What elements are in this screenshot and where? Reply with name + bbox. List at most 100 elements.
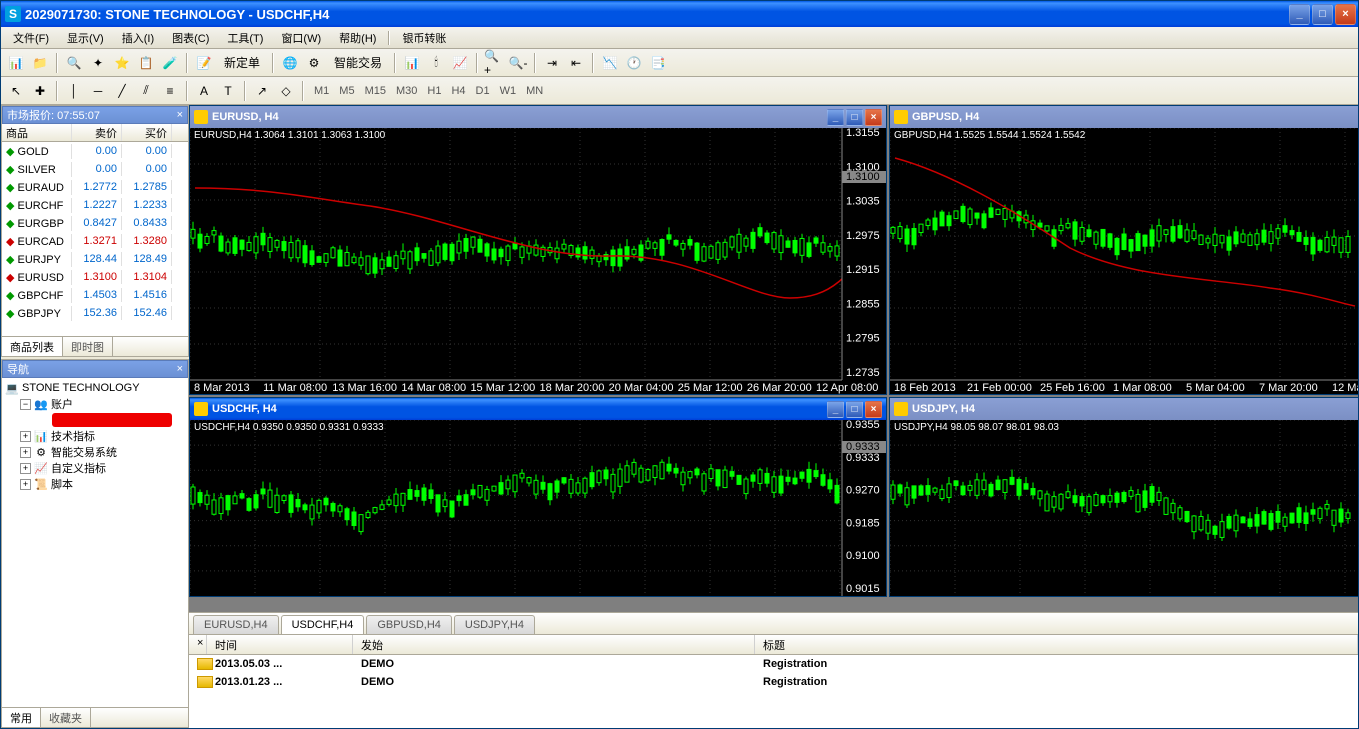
timeframe-M5[interactable]: M5 [334,83,359,99]
market-tab-1[interactable]: 即时图 [63,337,113,356]
market-row-GOLD[interactable]: ◆ GOLD0.000.00 [2,142,188,160]
menu-1[interactable]: 显示(V) [59,28,112,48]
chart-shift-button[interactable]: ⇤ [565,52,587,74]
periods-button[interactable]: 🕐 [623,52,645,74]
menu-3[interactable]: 图表(C) [164,28,217,48]
terminal-close-icon[interactable]: × [189,635,207,654]
nav-root[interactable]: 💻STONE TECHNOLOGY [4,380,186,396]
market-row-GBPCHF[interactable]: ◆ GBPCHF1.45031.4516 [2,286,188,304]
market-row-EURGBP[interactable]: ◆ EURGBP0.84270.8433 [2,214,188,232]
market-tab-0[interactable]: 商品列表 [2,337,63,356]
new-order-button[interactable]: 新定单 [217,52,267,74]
arrows-button[interactable]: ↗ [251,80,273,102]
market-row-EURJPY[interactable]: ◆ EURJPY128.44128.49 [2,250,188,268]
autoscroll-button[interactable]: ⇥ [541,52,563,74]
data-window-button[interactable]: 📋 [135,52,157,74]
zoom-in-button[interactable]: 🔍+ [483,52,505,74]
market-row-GBPJPY[interactable]: ◆ GBPJPY152.36152.46 [2,304,188,322]
new-chart-button[interactable]: 📊 [5,52,27,74]
window-close-button[interactable]: × [1335,4,1356,25]
column-time[interactable]: 时间 [207,635,353,654]
channel-button[interactable]: ⫽ [135,80,157,102]
nav-item-4[interactable]: +📜脚本 [4,476,186,492]
timeframe-W1[interactable]: W1 [495,83,522,99]
nav-item-0[interactable]: −👥账户 [4,396,186,412]
fibo-button[interactable]: ≡ [159,80,181,102]
bar-chart-button[interactable]: 📊 [401,52,423,74]
market-row-EURCAD[interactable]: ◆ EURCAD1.32711.3280 [2,232,188,250]
log-row[interactable]: 2013.01.23 ...DEMORegistration [189,673,1358,691]
hline-button[interactable]: ─ [87,80,109,102]
nav-tab-0[interactable]: 常用 [2,708,41,727]
menu-5[interactable]: 窗口(W) [273,28,329,48]
market-row-EURAUD[interactable]: ◆ EURAUD1.27721.2785 [2,178,188,196]
chart-tab-3[interactable]: USDJPY,H4 [454,615,535,634]
chart-tab-2[interactable]: GBPUSD,H4 [366,615,452,634]
market-row-EURCHF[interactable]: ◆ EURCHF1.22271.2233 [2,196,188,214]
window-maximize-button[interactable]: □ [1312,4,1333,25]
column-source[interactable]: 发始 [353,635,755,654]
timeframe-MN[interactable]: MN [521,83,548,99]
nav-tab-1[interactable]: 收藏夹 [41,708,91,727]
crosshair-button[interactable]: ✚ [29,80,51,102]
zoom-out-button[interactable]: 🔍- [507,52,529,74]
chart-min-button[interactable]: _ [827,109,844,126]
timeframe-M30[interactable]: M30 [391,83,422,99]
chart-min-button[interactable]: _ [827,401,844,418]
log-row[interactable]: 2013.05.03 ...DEMORegistration [189,655,1358,673]
menu-7[interactable]: 银币转账 [394,28,454,48]
indicators-button[interactable]: 📉 [599,52,621,74]
chart-close-button[interactable]: × [865,109,882,126]
menu-0[interactable]: 文件(F) [5,28,57,48]
menu-6[interactable]: 帮助(H) [331,28,384,48]
menu-4[interactable]: 工具(T) [219,28,271,48]
profiles-button[interactable]: 📁 [29,52,51,74]
trendline-button[interactable]: ╱ [111,80,133,102]
nav-item-2[interactable]: +⚙智能交易系统 [4,444,186,460]
strategy-tester-button[interactable]: 🧪 [159,52,181,74]
chart-title-bar[interactable]: EURUSD, H4_□× [190,106,886,128]
timeframe-H4[interactable]: H4 [446,83,470,99]
column-symbol[interactable]: 商品 [2,124,72,141]
chart-close-button[interactable]: × [865,401,882,418]
terminal-toggle[interactable]: ⭐ [111,52,133,74]
chart-canvas[interactable]: EURUSD,H4 1.3064 1.3101 1.3063 1.31001.3… [190,128,886,394]
nav-item-1[interactable]: +📊技术指标 [4,428,186,444]
market-row-SILVER[interactable]: ◆ SILVER0.000.00 [2,160,188,178]
chart-title-bar[interactable]: USDCHF, H4_□× [190,398,886,420]
chart-max-button[interactable]: □ [846,109,863,126]
timeframe-M1[interactable]: M1 [309,83,334,99]
chart-title-bar[interactable]: GBPUSD, H4 [890,106,1358,128]
timeframe-M15[interactable]: M15 [360,83,391,99]
chart-tab-1[interactable]: USDCHF,H4 [281,615,365,634]
chart-canvas[interactable]: USDJPY,H4 98.05 98.07 98.01 98.03 [890,420,1358,596]
column-ask[interactable]: 买价 [122,124,172,141]
market-watch-close-icon[interactable]: × [177,109,183,121]
autotrade-button[interactable]: 智能交易 [327,52,389,74]
chart-max-button[interactable]: □ [846,401,863,418]
templates-button[interactable]: 📑 [647,52,669,74]
chart-title-bar[interactable]: USDJPY, H4 [890,398,1358,420]
window-minimize-button[interactable]: _ [1289,4,1310,25]
market-watch-toggle[interactable]: 🔍 [63,52,85,74]
market-row-EURUSD[interactable]: ◆ EURUSD1.31001.3104 [2,268,188,286]
metaquotes-button[interactable]: 🌐 [279,52,301,74]
chart-tab-0[interactable]: EURUSD,H4 [193,615,279,634]
timeframe-H1[interactable]: H1 [422,83,446,99]
column-message[interactable]: 标题 [755,635,1358,654]
chart-canvas[interactable]: USDCHF,H4 0.9350 0.9350 0.9331 0.93330.9… [190,420,886,596]
shapes-button[interactable]: ◇ [275,80,297,102]
new-order-icon[interactable]: 📝 [193,52,215,74]
navigator-close-icon[interactable]: × [177,363,183,375]
menu-2[interactable]: 插入(I) [114,28,162,48]
text-button[interactable]: A [193,80,215,102]
nav-account-redacted[interactable] [4,412,186,428]
timeframe-D1[interactable]: D1 [471,83,495,99]
vline-button[interactable]: │ [63,80,85,102]
column-bid[interactable]: 卖价 [72,124,122,141]
navigator-toggle[interactable]: ✦ [87,52,109,74]
cursor-button[interactable]: ↖ [5,80,27,102]
line-chart-button[interactable]: 📈 [449,52,471,74]
candle-chart-button[interactable]: 🕯 [425,52,447,74]
autotrade-icon[interactable]: ⚙ [303,52,325,74]
